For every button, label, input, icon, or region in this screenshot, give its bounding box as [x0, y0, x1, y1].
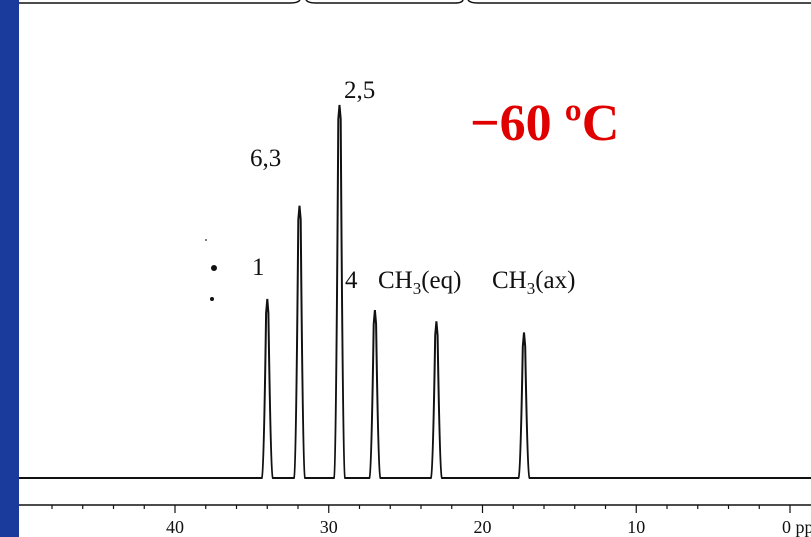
temperature-label: −60 ºC	[470, 95, 619, 152]
x-tick-label: 10	[627, 517, 645, 537]
peak-label-6-3: 6,3	[250, 145, 281, 172]
top-bracket-trace	[19, 0, 811, 4]
spectrum-trace	[19, 104, 811, 479]
speck-mark	[210, 297, 214, 301]
peak-label-2-5: 2,5	[344, 77, 375, 104]
x-axis-ticks: 40 30 20 10 0 pp	[51, 505, 811, 537]
peak-label-ch3-eq: CH3(eq)	[378, 267, 461, 298]
peak-label-1: 1	[252, 254, 265, 281]
x-tick-label: 0 pp	[782, 517, 811, 537]
x-tick-label: 30	[320, 517, 338, 537]
slide-frame-bar	[0, 0, 19, 537]
peak-label-ch3-ax: CH3(ax)	[492, 267, 575, 298]
x-tick-label: 20	[474, 517, 492, 537]
peak-label-4: 4	[345, 267, 358, 294]
x-tick-label: 40	[166, 517, 184, 537]
speck-mark	[205, 239, 207, 241]
speck-mark	[211, 265, 217, 271]
